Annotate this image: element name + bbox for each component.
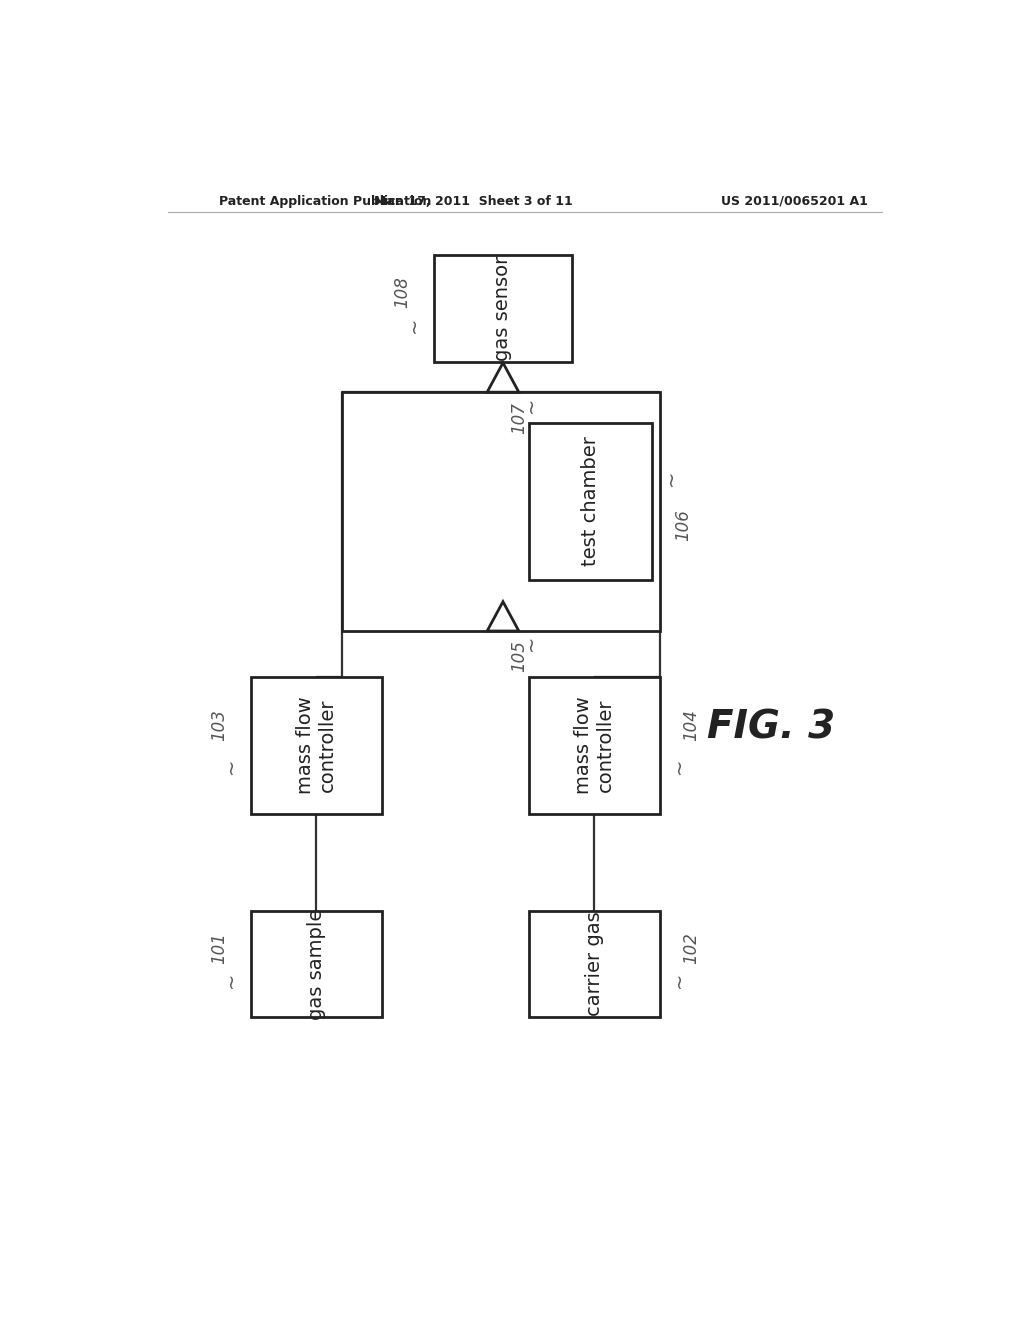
Polygon shape [487,363,519,392]
Text: ~: ~ [521,635,541,651]
Bar [342,392,659,631]
Text: Patent Application Publication: Patent Application Publication [219,194,432,207]
Bar [251,677,382,814]
Text: ~: ~ [221,758,241,774]
Text: 101: 101 [210,932,228,964]
Text: ~: ~ [670,972,689,989]
Text: ~: ~ [404,315,423,333]
Text: 102: 102 [682,932,700,964]
Text: ~: ~ [521,396,541,413]
Text: US 2011/0065201 A1: US 2011/0065201 A1 [721,194,868,207]
Bar [528,677,659,814]
Text: Mar. 17, 2011  Sheet 3 of 11: Mar. 17, 2011 Sheet 3 of 11 [374,194,572,207]
Text: carrier gas: carrier gas [585,912,604,1016]
Text: test chamber: test chamber [581,437,600,566]
Bar [528,422,652,581]
Text: gas sensor: gas sensor [494,256,512,360]
Text: 106: 106 [675,510,692,541]
Text: ~: ~ [663,470,681,486]
Bar [251,911,382,1018]
Text: ~: ~ [221,972,241,989]
Text: 105: 105 [510,640,527,672]
Text: FIG. 3: FIG. 3 [707,709,835,747]
Text: 107: 107 [510,401,527,433]
Bar [433,255,572,362]
Text: mass flow
controller: mass flow controller [573,697,614,795]
Polygon shape [487,602,519,631]
Text: 104: 104 [682,709,700,741]
Text: ~: ~ [670,758,689,774]
Text: mass flow
controller: mass flow controller [296,697,337,795]
Bar [528,911,659,1018]
Text: 103: 103 [210,709,228,741]
Text: gas sample: gas sample [307,908,326,1019]
Text: 108: 108 [393,276,411,309]
